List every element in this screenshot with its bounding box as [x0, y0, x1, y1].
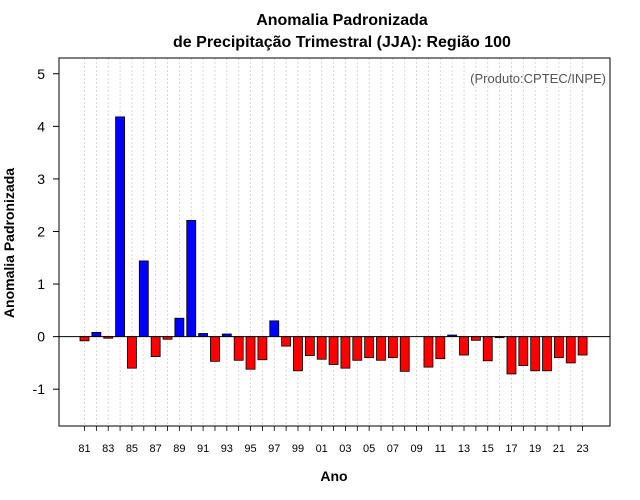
bar-1999	[293, 336, 303, 372]
bar-1994	[233, 336, 244, 361]
x-axis: 81 83 85 87 89 91 93 95 97 99 01 03 05 07 09 11 13 15 17 19…	[78, 426, 589, 455]
x-tick-label: 19	[529, 443, 541, 455]
bar-2008	[399, 336, 410, 372]
x-tick-label: 17	[505, 443, 517, 455]
x-axis-title: Ano	[320, 468, 347, 484]
bars	[79, 116, 588, 375]
y-axis-title: Anomalia Padronizada	[1, 168, 17, 318]
x-tick-label: 81	[78, 443, 90, 455]
bar-1998	[281, 336, 292, 347]
bar-2019	[530, 336, 541, 372]
y-tick-label: 0	[37, 329, 45, 345]
bar-2014	[470, 336, 481, 341]
bar-2021	[554, 336, 564, 359]
bar-2006	[376, 336, 386, 361]
bar-2018	[518, 336, 529, 366]
x-tick-label: 99	[292, 443, 304, 455]
y-tick-label: 3	[37, 171, 45, 187]
source-annotation: (Produto:CPTEC/INPE)	[470, 71, 606, 86]
x-tick-label: 13	[458, 443, 470, 455]
chart-subtitle: de Precipitação Trimestral (JJA): Região…	[173, 34, 511, 51]
grid-lines	[84, 58, 584, 426]
x-tick-label: 95	[244, 443, 256, 455]
y-tick-label: 2	[37, 223, 45, 239]
x-tick-label: 01	[316, 443, 328, 455]
y-tick-label: 4	[37, 118, 45, 134]
x-tick-label: 05	[363, 443, 375, 455]
bar-1997	[269, 320, 280, 338]
x-tick-label: 09	[410, 443, 422, 455]
bar-2017	[506, 336, 517, 375]
bar-1995	[245, 336, 256, 370]
x-tick-label: 15	[482, 443, 494, 455]
bar-2007	[387, 336, 398, 359]
x-tick-label: 21	[553, 443, 565, 455]
bar-1987	[150, 336, 161, 358]
bar-2010	[423, 336, 434, 368]
x-tick-label: 23	[576, 443, 588, 455]
y-axis: -1 0 1 2 3 4 5	[33, 66, 59, 397]
bar-2011	[435, 336, 446, 360]
bar-2015	[482, 336, 493, 362]
x-tick-label: 89	[173, 443, 185, 455]
x-tick-label: 07	[387, 443, 399, 455]
bar-1982	[91, 332, 102, 338]
bar-1990	[186, 220, 197, 338]
bar-1985	[127, 336, 137, 369]
bar-2022	[565, 336, 576, 364]
bar-2003	[340, 336, 351, 369]
bar-1981	[79, 336, 90, 342]
x-tick-label: 93	[221, 443, 233, 455]
x-tick-label: 03	[339, 443, 351, 455]
y-tick-label: 5	[37, 66, 45, 82]
x-tick-label: 91	[197, 443, 209, 455]
x-tick-label: 83	[102, 443, 114, 455]
bar-1986	[138, 260, 149, 338]
bar-2020	[542, 336, 552, 372]
bar-2013	[459, 336, 469, 356]
x-tick-label: 11	[435, 443, 446, 455]
bar-1984	[115, 116, 125, 338]
bar-2005	[364, 336, 375, 359]
plot-frame	[58, 57, 611, 427]
bar-2002	[328, 336, 339, 365]
bar-2023	[577, 336, 588, 356]
bar-1989	[174, 317, 185, 338]
x-tick-label: 85	[126, 443, 138, 455]
bar-2004	[352, 336, 363, 361]
bar-1992	[210, 336, 220, 362]
bar-1996	[257, 336, 268, 361]
bar-2000	[304, 336, 315, 356]
bar-2001	[316, 336, 327, 360]
chart-title: Anomalia Padronizada	[256, 12, 428, 29]
y-tick-label: -1	[33, 381, 46, 397]
x-tick-label: 97	[268, 443, 280, 455]
x-tick-label: 87	[150, 443, 162, 455]
y-tick-label: 1	[37, 276, 45, 292]
